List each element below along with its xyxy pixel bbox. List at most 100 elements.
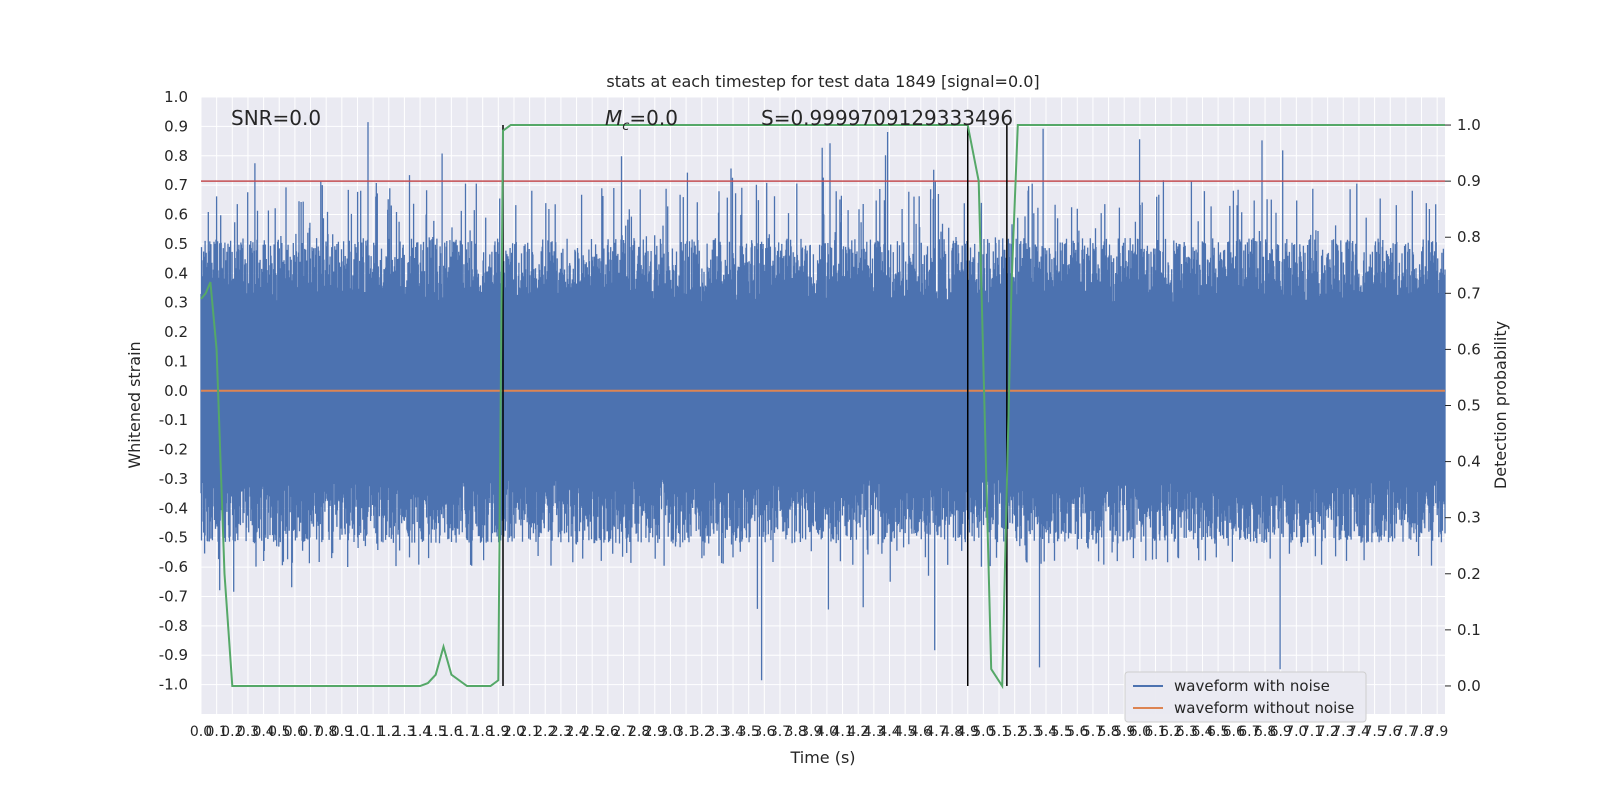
y2-tick-label: 0.7: [1457, 284, 1481, 302]
y-axis-label: Whitened strain: [125, 341, 144, 468]
chirp-mass-symbol: M: [605, 106, 622, 130]
x-tick-label: 4.0: [816, 724, 838, 740]
x-tick-label: 2.8: [628, 724, 650, 740]
x-tick-label: 1.7: [456, 724, 478, 740]
x-tick-label: 4.5: [894, 724, 916, 740]
x-tick-label: 1.4: [409, 724, 431, 740]
x-tick-label: 5.0: [972, 724, 994, 740]
y2-tick-label: 0.5: [1457, 397, 1481, 415]
x-tick-label: 6.6: [1223, 724, 1245, 740]
x-tick-label: 2.0: [503, 724, 525, 740]
x-tick-label: 3.5: [738, 724, 760, 740]
x-tick-label: 7.1: [1301, 724, 1323, 740]
chart-title: stats at each timestep for test data 184…: [606, 72, 1039, 91]
x-tick-label: 7.9: [1426, 724, 1448, 740]
y-tick-label: -0.1: [159, 411, 188, 429]
y-tick-label: -0.4: [159, 499, 188, 517]
x-tick-label: 2.3: [550, 724, 572, 740]
y2-tick-label: 0.2: [1457, 565, 1481, 583]
x-tick-label: 1.8: [472, 724, 494, 740]
y-tick-label: 0.0: [164, 382, 188, 400]
y2-tick-label: 1.0: [1457, 116, 1481, 134]
x-tick-label: 3.1: [675, 724, 697, 740]
x-tick-label: 1.5: [425, 724, 447, 740]
chirp-mass-subscript: c: [622, 119, 629, 134]
x-tick-label: 4.4: [878, 724, 900, 740]
y-tick-label: -0.7: [159, 587, 188, 605]
y-tick-label: 0.1: [164, 352, 188, 370]
x-tick-label: 7.8: [1410, 724, 1432, 740]
x-tick-label: 5.6: [1066, 724, 1088, 740]
x-tick-label: 7.2: [1317, 724, 1339, 740]
snr-annotation: SNR=0.0: [231, 106, 321, 130]
x-tick-label: 0.7: [299, 724, 321, 740]
x-tick-label: 4.9: [957, 724, 979, 740]
legend: waveform with noise waveform without noi…: [1124, 671, 1367, 723]
x-tick-label: 2.7: [612, 724, 634, 740]
x-tick-label: 6.4: [1191, 724, 1213, 740]
x-tick-label: 0.1: [206, 724, 228, 740]
y-tick-label: 0.9: [164, 117, 188, 135]
x-tick-label: 7.7: [1395, 724, 1417, 740]
x-tick-label: 3.6: [753, 724, 775, 740]
x-tick-label: 3.3: [706, 724, 728, 740]
y-tick-label: -0.6: [159, 558, 188, 576]
x-tick-label: 7.5: [1363, 724, 1385, 740]
x-tick-label: 7.4: [1348, 724, 1370, 740]
y-tick-label: 0.7: [164, 176, 188, 194]
x-tick-label: 1.6: [440, 724, 462, 740]
chirp-mass-annotation: Mc=0.0: [605, 106, 678, 134]
x-axis-label: Time (s): [789, 748, 855, 767]
y2-tick-label: 0.9: [1457, 172, 1481, 190]
x-tick-label: 5.5: [1050, 724, 1072, 740]
x-tick-label: 3.9: [800, 724, 822, 740]
y-tick-label: 0.8: [164, 147, 188, 165]
y-tick-label: -0.5: [159, 529, 188, 547]
ticks: 0.00.10.20.30.40.50.60.70.80.91.01.11.21…: [159, 88, 1481, 740]
x-tick-label: 4.6: [910, 724, 932, 740]
x-tick-label: 4.8: [941, 724, 963, 740]
x-tick-label: 6.2: [1160, 724, 1182, 740]
y2-tick-label: 0.4: [1457, 453, 1481, 471]
y-tick-label: -0.3: [159, 470, 188, 488]
x-tick-label: 5.8: [1097, 724, 1119, 740]
x-tick-label: 0.5: [268, 724, 290, 740]
y-tick-label: -0.8: [159, 617, 188, 635]
x-tick-label: 0.9: [331, 724, 353, 740]
y-tick-label: 0.2: [164, 323, 188, 341]
x-tick-label: 6.7: [1238, 724, 1260, 740]
y-tick-label: 0.6: [164, 206, 188, 224]
x-tick-label: 2.4: [565, 724, 587, 740]
x-tick-label: 2.2: [534, 724, 556, 740]
x-tick-label: 2.1: [518, 724, 540, 740]
x-tick-label: 5.3: [1019, 724, 1041, 740]
x-tick-label: 6.1: [1144, 724, 1166, 740]
x-tick-label: 4.7: [925, 724, 947, 740]
x-tick-label: 6.5: [1207, 724, 1229, 740]
x-tick-label: 0.6: [284, 724, 306, 740]
x-tick-label: 5.2: [1004, 724, 1026, 740]
y-tick-label: 0.3: [164, 294, 188, 312]
detection-probability-line: [200, 124, 1445, 690]
y2-tick-label: 0.3: [1457, 509, 1481, 527]
x-tick-label: 7.0: [1285, 724, 1307, 740]
y2-tick-label: 0.1: [1457, 621, 1481, 639]
x-tick-label: 4.1: [831, 724, 853, 740]
x-tick-label: 2.9: [644, 724, 666, 740]
line-series: [200, 124, 1445, 690]
y-tick-label: -0.9: [159, 646, 188, 664]
x-tick-label: 5.7: [1082, 724, 1104, 740]
x-tick-label: 1.3: [393, 724, 415, 740]
significance-annotation: S=0.9999709129333496: [761, 106, 1013, 130]
y-tick-label: 0.4: [164, 264, 188, 282]
x-tick-label: 5.9: [1113, 724, 1135, 740]
x-tick-label: 5.4: [1035, 724, 1057, 740]
x-tick-label: 7.6: [1379, 724, 1401, 740]
x-tick-label: 3.8: [784, 724, 806, 740]
x-tick-label: 2.5: [581, 724, 603, 740]
y2-tick-label: 0.6: [1457, 340, 1481, 358]
x-tick-label: 1.0: [346, 724, 368, 740]
x-tick-label: 1.1: [362, 724, 384, 740]
x-tick-label: 3.0: [659, 724, 681, 740]
